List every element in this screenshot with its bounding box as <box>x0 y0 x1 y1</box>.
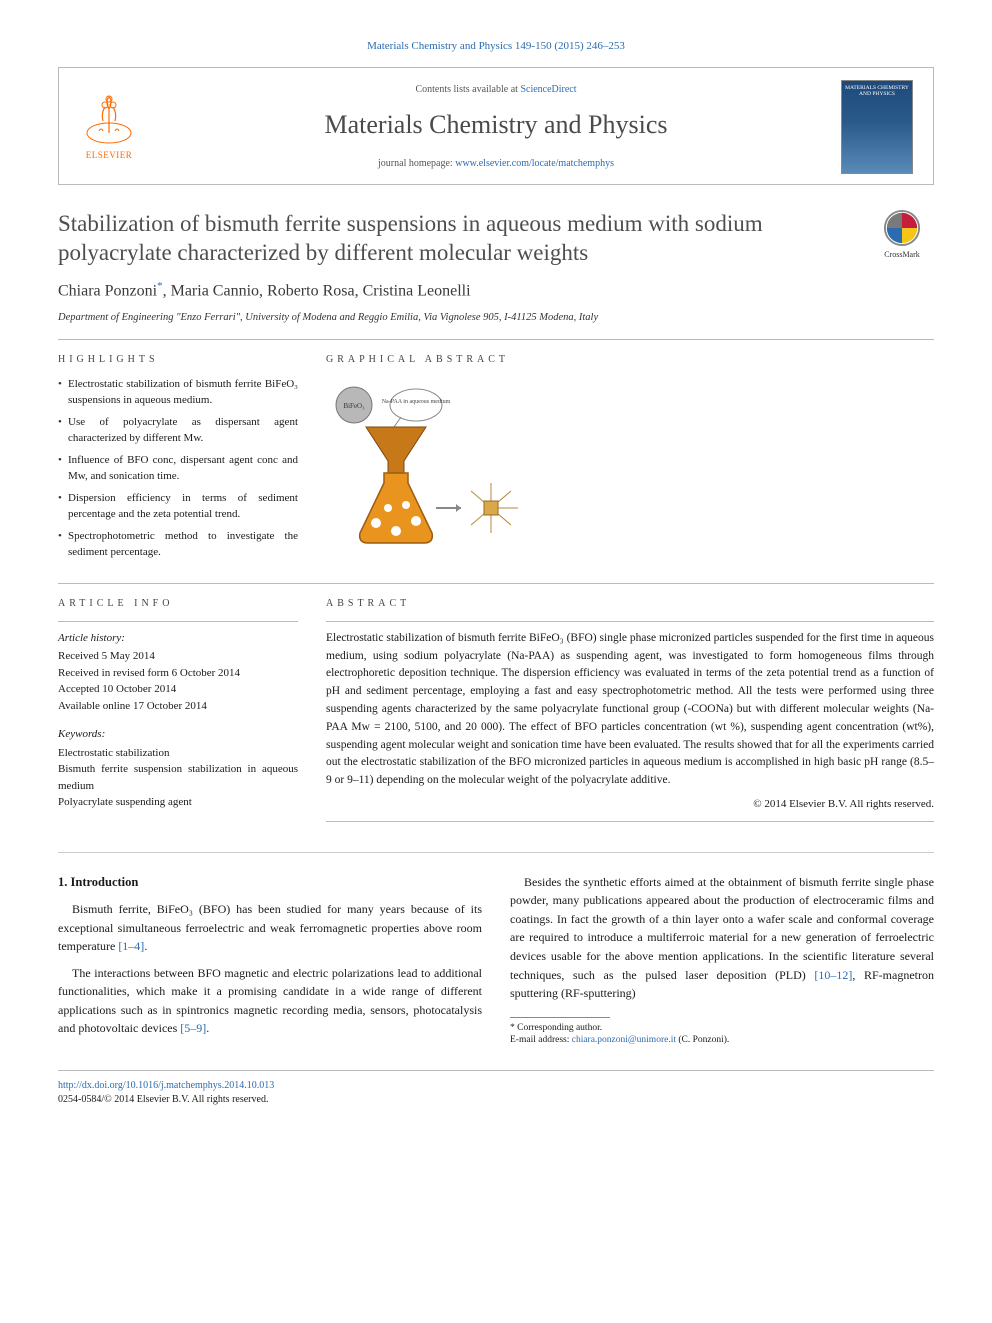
graphical-abstract-figure: BiFeO₃ Na-PAA in aqueous medium <box>326 383 526 553</box>
elsevier-tree-icon <box>81 91 137 147</box>
keywords-heading: Keywords: <box>58 726 298 743</box>
history-online: Available online 17 October 2014 <box>58 698 298 715</box>
history-revised: Received in revised form 6 October 2014 <box>58 665 298 682</box>
highlight-item: Use of polyacrylate as dispersant agent … <box>58 415 298 447</box>
highlight-item: Dispersion efficiency in terms of sedime… <box>58 491 298 523</box>
page-footer: http://dx.doi.org/10.1016/j.matchemphys.… <box>58 1070 934 1107</box>
body-paragraph: Besides the synthetic efforts aimed at t… <box>510 873 934 1003</box>
graphical-abstract-block: GRAPHICAL ABSTRACT BiFeO₃ Na-PAA in aque… <box>326 352 934 566</box>
issn-copyright: 0254-0584/© 2014 Elsevier B.V. All right… <box>58 1093 934 1107</box>
svg-text:BiFeO₃: BiFeO₃ <box>343 402 365 410</box>
history-heading: Article history: <box>58 630 298 647</box>
author-list: Chiara Ponzoni*, Maria Cannio, Roberto R… <box>58 278 934 303</box>
email-link[interactable]: chiara.ponzoni@unimore.it <box>572 1035 676 1045</box>
elsevier-logo[interactable]: ELSEVIER <box>73 88 145 166</box>
section-heading: 1. Introduction <box>58 873 482 892</box>
history-accepted: Accepted 10 October 2014 <box>58 681 298 698</box>
abstract-heading: ABSTRACT <box>326 596 934 611</box>
journal-cover-thumbnail[interactable]: MATERIALS CHEMISTRY AND PHYSICS <box>841 80 913 174</box>
sciencedirect-link[interactable]: ScienceDirect <box>520 84 576 95</box>
contents-list-line: Contents lists available at ScienceDirec… <box>163 82 829 97</box>
body-paragraph: Bismuth ferrite, BiFeO₃ (BFO) has been s… <box>58 900 482 956</box>
highlight-item: Influence of BFO conc, dispersant agent … <box>58 453 298 485</box>
corresponding-author-note: * Corresponding author. E-mail address: … <box>510 1022 934 1047</box>
keyword: Bismuth ferrite suspension stabilization… <box>58 761 298 794</box>
article-info-block: ARTICLE INFO Article history: Received 5… <box>58 596 298 834</box>
homepage-link[interactable]: www.elsevier.com/locate/matchemphys <box>455 158 614 169</box>
citation-line: Materials Chemistry and Physics 149-150 … <box>58 38 934 55</box>
crossmark-icon <box>883 209 921 247</box>
journal-header: ELSEVIER Contents lists available at Sci… <box>58 67 934 185</box>
article-title: Stabilization of bismuth ferrite suspens… <box>58 209 856 269</box>
body-paragraph: The interactions between BFO magnetic an… <box>58 964 482 1038</box>
homepage-line: journal homepage: www.elsevier.com/locat… <box>163 156 829 171</box>
affiliation: Department of Engineering "Enzo Ferrari"… <box>58 310 934 326</box>
article-info-heading: ARTICLE INFO <box>58 596 298 611</box>
citation-link[interactable]: [10–12] <box>814 968 852 982</box>
journal-name: Materials Chemistry and Physics <box>163 105 829 144</box>
keyword: Electrostatic stabilization <box>58 745 298 762</box>
abstract-text: Electrostatic stabilization of bismuth f… <box>326 630 934 790</box>
highlight-item: Electrostatic stabilization of bismuth f… <box>58 377 298 409</box>
highlights-heading: HIGHLIGHTS <box>58 352 298 367</box>
graphical-abstract-heading: GRAPHICAL ABSTRACT <box>326 352 934 367</box>
abstract-block: ABSTRACT Electrostatic stabilization of … <box>326 596 934 834</box>
citation-link[interactable]: [5–9] <box>180 1021 206 1035</box>
highlight-item: Spectrophotometric method to investigate… <box>58 529 298 561</box>
doi-link[interactable]: http://dx.doi.org/10.1016/j.matchemphys.… <box>58 1080 274 1091</box>
elsevier-text: ELSEVIER <box>86 149 133 163</box>
history-received: Received 5 May 2014 <box>58 648 298 665</box>
keyword: Polyacrylate suspending agent <box>58 794 298 811</box>
citation-link[interactable]: [1–4] <box>118 939 144 953</box>
abstract-copyright: © 2014 Elsevier B.V. All rights reserved… <box>326 796 934 813</box>
crossmark-badge[interactable]: CrossMark <box>874 209 930 265</box>
highlights-block: HIGHLIGHTS Electrostatic stabilization o… <box>58 352 298 566</box>
article-body: 1. Introduction Bismuth ferrite, BiFeO₃ … <box>58 873 934 1047</box>
svg-text:Na-PAA in aqueous medium: Na-PAA in aqueous medium <box>382 399 451 405</box>
